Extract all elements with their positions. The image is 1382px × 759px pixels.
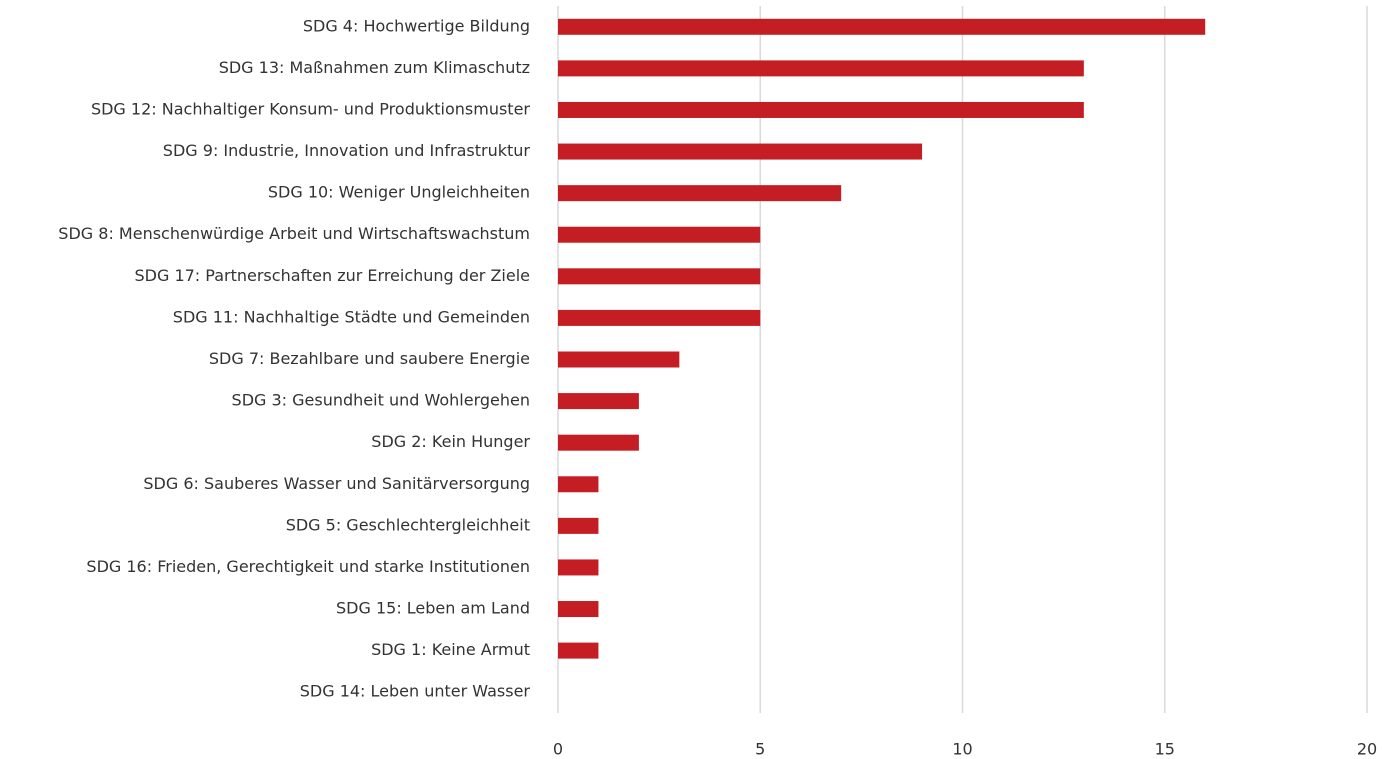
y-tick-label: SDG 6: Sauberes Wasser und Sanitärversor…: [143, 474, 530, 493]
bar: [558, 393, 639, 410]
x-tick-label: 0: [553, 740, 563, 759]
y-tick-label: SDG 17: Partnerschaften zur Erreichung d…: [134, 266, 530, 285]
bar: [558, 642, 599, 659]
x-tick-label: 20: [1357, 740, 1377, 759]
y-tick-label: SDG 13: Maßnahmen zum Klimaschutz: [219, 58, 530, 77]
y-tick-label: SDG 2: Kein Hunger: [371, 432, 530, 451]
x-tick-label: 5: [755, 740, 765, 759]
bar: [558, 601, 599, 618]
bar: [558, 18, 1206, 35]
bar: [558, 101, 1084, 118]
bar: [558, 434, 639, 451]
bar: [558, 476, 599, 493]
y-tick-label: SDG 10: Weniger Ungleichheiten: [268, 183, 530, 202]
y-tick-label: SDG 11: Nachhaltige Städte und Gemeinden: [173, 307, 530, 326]
y-tick-label: SDG 8: Menschenwürdige Arbeit und Wirtsc…: [58, 224, 530, 243]
y-tick-label: SDG 4: Hochwertige Bildung: [303, 16, 530, 35]
bar: [558, 185, 842, 202]
bar: [558, 143, 923, 160]
bar: [558, 309, 761, 326]
y-tick-label: SDG 16: Frieden, Gerechtigkeit und stark…: [86, 557, 530, 576]
bar: [558, 268, 761, 285]
bar: [558, 226, 761, 243]
bar: [558, 351, 680, 368]
y-tick-label: SDG 3: Gesundheit und Wohlergehen: [232, 391, 530, 410]
bar: [558, 60, 1084, 77]
y-tick-label: SDG 5: Geschlechtergleichheit: [286, 515, 530, 534]
y-tick-label: SDG 14: Leben unter Wasser: [300, 682, 531, 701]
bar: [558, 517, 599, 534]
x-tick-label: 15: [1155, 740, 1175, 759]
y-tick-label: SDG 9: Industrie, Innovation und Infrast…: [163, 141, 531, 160]
y-tick-label: SDG 1: Keine Armut: [371, 640, 530, 659]
y-tick-label: SDG 7: Bezahlbare und saubere Energie: [209, 349, 530, 368]
x-tick-label: 10: [952, 740, 972, 759]
y-tick-label: SDG 15: Leben am Land: [336, 599, 530, 618]
y-tick-label: SDG 12: Nachhaltiger Konsum- und Produkt…: [91, 99, 530, 118]
bar: [558, 559, 599, 576]
